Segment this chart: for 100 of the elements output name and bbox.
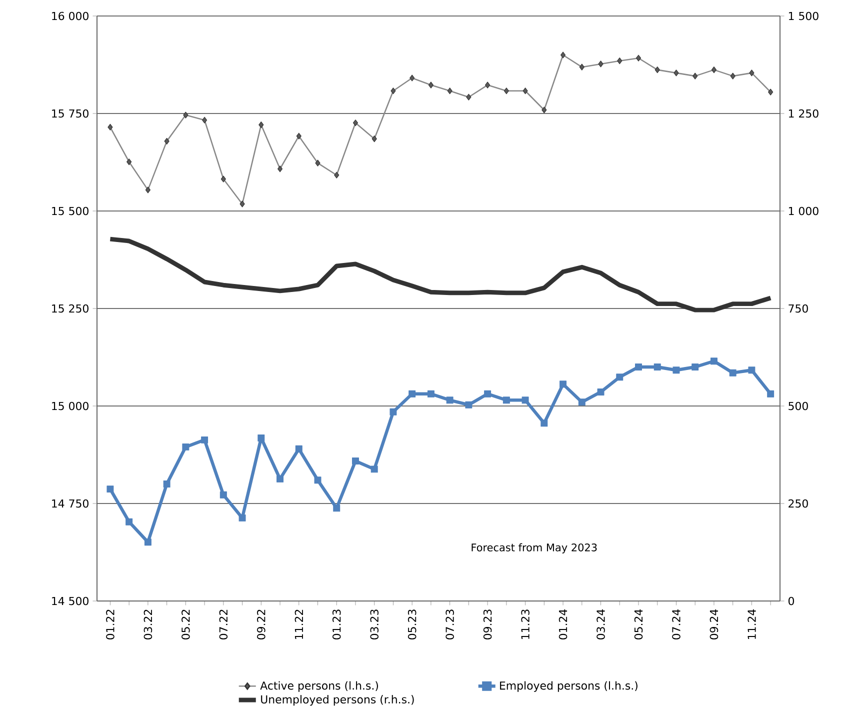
y-tick-label: 15 750 — [52, 109, 88, 118]
x-tick-label: 03.22 — [144, 610, 152, 640]
x-tick-label: 07.24 — [672, 609, 680, 640]
point — [730, 72, 736, 80]
point — [106, 486, 114, 493]
point — [390, 88, 396, 94]
point — [522, 396, 529, 404]
point — [126, 518, 133, 526]
legend-label: Employed persons (l.h.s.) — [500, 681, 638, 692]
x-tick-label: 01.23 — [332, 610, 341, 640]
point — [617, 58, 622, 64]
point — [446, 396, 454, 404]
point — [390, 408, 397, 416]
y2-tick-label: 1 250 — [788, 109, 818, 118]
point — [447, 88, 452, 94]
y2-tick-label: 250 — [788, 499, 808, 508]
point — [183, 112, 188, 118]
point — [240, 200, 245, 208]
point — [560, 380, 567, 388]
point — [220, 176, 226, 182]
point — [315, 160, 320, 166]
point — [768, 88, 774, 96]
x-tick-label: 09.22 — [257, 610, 266, 640]
point — [672, 366, 680, 374]
y2-tick-label: 750 — [788, 304, 808, 313]
point — [749, 70, 754, 76]
point — [126, 158, 132, 166]
y2-tick-label: 500 — [788, 402, 808, 410]
x-tick-label: 01.22 — [106, 610, 114, 640]
y2-tick-label: 1 000 — [788, 206, 818, 216]
x-tick-label: 11.23 — [521, 610, 530, 639]
point — [710, 358, 718, 365]
x-tick-label: 11.24 — [748, 609, 756, 639]
x-tick-label: 03.23 — [370, 610, 378, 640]
x-tick-label: 05.24 — [634, 609, 643, 640]
point — [276, 475, 284, 482]
point — [334, 172, 340, 178]
point — [182, 443, 190, 450]
point — [465, 401, 472, 408]
point — [144, 538, 152, 546]
point — [504, 88, 509, 94]
point — [466, 94, 472, 100]
point — [579, 64, 584, 70]
point — [258, 434, 265, 442]
legend-label: Active persons (l.h.s.) — [260, 681, 378, 692]
x-tick-label: 01.24 — [558, 609, 568, 640]
point — [372, 136, 377, 142]
point — [314, 476, 322, 484]
y2-tick-label: 1 500 — [788, 12, 818, 20]
point — [654, 66, 660, 74]
x-tick-label: 11.22 — [294, 610, 303, 639]
point — [108, 124, 113, 130]
point — [729, 369, 736, 376]
y-tick-label: 15 000 — [52, 402, 88, 410]
x-tick-label: 05.22 — [182, 610, 190, 640]
point — [295, 445, 302, 452]
point — [635, 364, 642, 370]
point — [352, 458, 359, 464]
point — [352, 120, 358, 126]
point — [598, 60, 604, 68]
y-tick-label: 15 250 — [52, 304, 88, 313]
point — [674, 70, 679, 76]
y-tick-label: 16 000 — [52, 12, 88, 20]
annotation: Forecast from May 2023 — [472, 543, 597, 554]
x-tick-label: 05.23 — [408, 610, 416, 640]
point — [636, 54, 642, 62]
point — [296, 132, 302, 140]
point — [616, 374, 624, 381]
point — [258, 122, 264, 128]
y-tick-label: 14 750 — [52, 499, 88, 508]
point — [597, 388, 604, 396]
y-tick-label: 15 500 — [52, 206, 88, 216]
point — [542, 106, 547, 114]
point — [654, 364, 661, 370]
point — [164, 138, 170, 144]
point — [502, 396, 510, 404]
x-tick-label: 07.22 — [219, 610, 228, 640]
legend-label: Unemployed persons (r.h.s.) — [261, 695, 414, 706]
point — [408, 390, 416, 398]
point — [485, 82, 490, 88]
point — [427, 390, 434, 398]
x-tick-label: 07.23 — [446, 610, 454, 640]
point — [220, 491, 227, 498]
y-tick-label: 14 500 — [52, 596, 88, 606]
point — [748, 366, 756, 374]
point — [277, 166, 283, 172]
point — [370, 466, 378, 473]
x-tick-label: 09.23 — [483, 610, 492, 640]
point — [692, 364, 699, 370]
point — [711, 66, 717, 74]
point — [522, 88, 528, 94]
point — [767, 390, 774, 398]
point — [484, 390, 492, 398]
x-tick-label: 09.24 — [710, 609, 718, 640]
point — [333, 504, 340, 512]
point — [428, 82, 434, 88]
point — [202, 116, 208, 124]
point — [163, 480, 170, 488]
point — [692, 72, 698, 80]
point — [578, 398, 586, 406]
